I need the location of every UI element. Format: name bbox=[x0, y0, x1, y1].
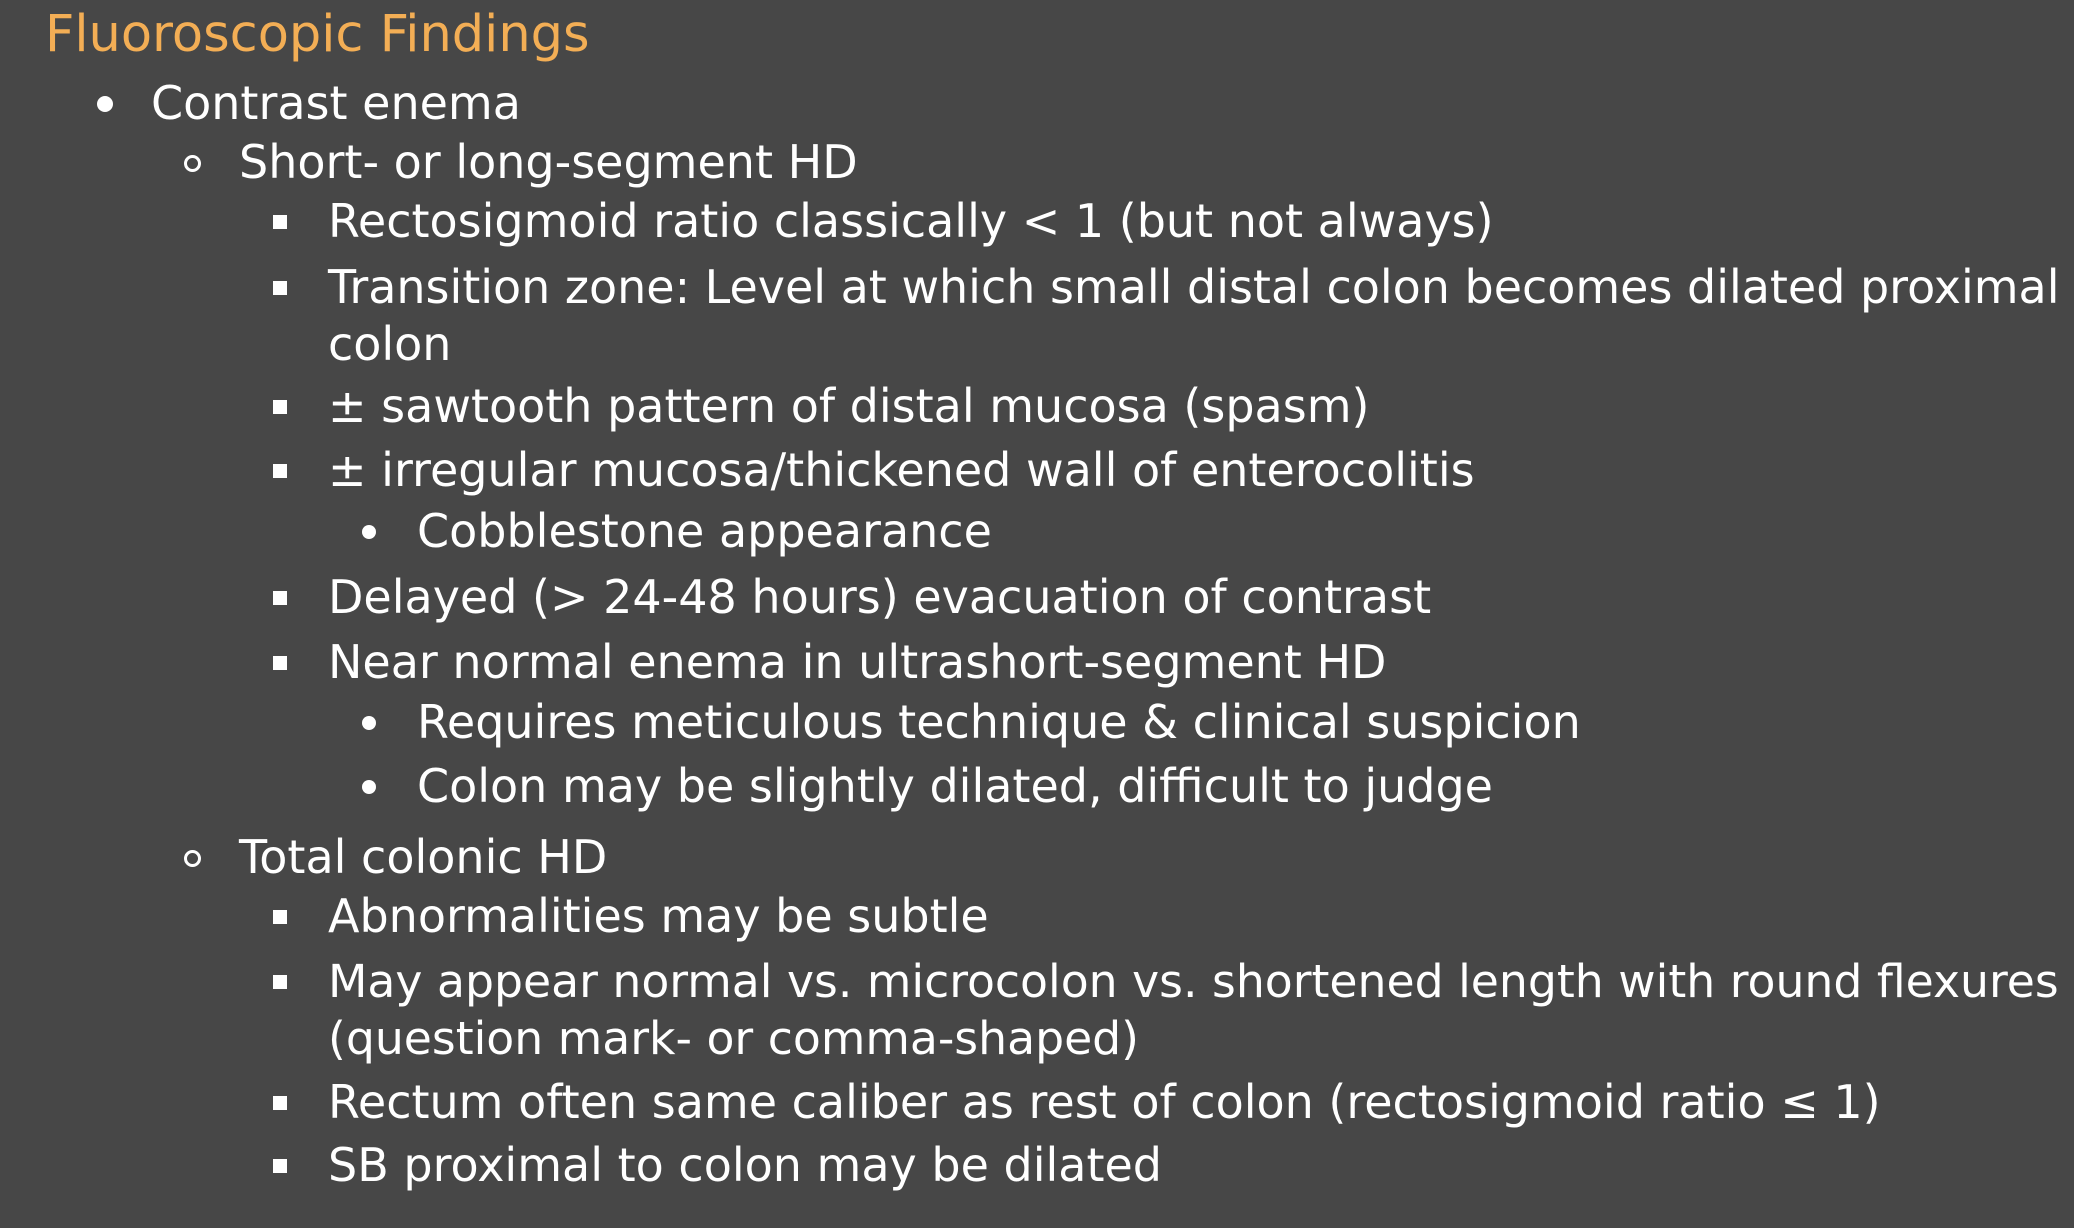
list-item-text-line: (question mark- or comma-shaped) bbox=[328, 1012, 1139, 1065]
square-bullet-icon bbox=[273, 400, 287, 414]
list-item-text-line: Transition zone: Level at which small di… bbox=[328, 260, 2060, 314]
list-item: May appear normal vs. microcolon vs. sho… bbox=[273, 953, 2059, 1067]
square-bullet-icon bbox=[273, 656, 287, 670]
list-item-text: Abnormalities may be subtle bbox=[328, 889, 989, 943]
square-bullet-icon bbox=[273, 1096, 287, 1110]
list-item-text: Rectosigmoid ratio classically < 1 (but … bbox=[328, 194, 1494, 248]
list-item: ± irregular mucosa/thickened wall of ent… bbox=[273, 442, 1475, 499]
square-bullet-icon bbox=[273, 281, 287, 295]
list-item: Requires meticulous technique & clinical… bbox=[362, 694, 1581, 751]
list-item-text: Total colonic HD bbox=[239, 830, 608, 884]
list-item: Rectum often same caliber as rest of col… bbox=[273, 1074, 1881, 1131]
slide-title: Fluoroscopic Findings bbox=[45, 5, 590, 64]
list-item: Short- or long-segment HD bbox=[184, 134, 858, 191]
list-item-text: Short- or long-segment HD bbox=[239, 135, 858, 189]
list-item: Near normal enema in ultrashort-segment … bbox=[273, 634, 1387, 691]
square-bullet-icon bbox=[273, 1159, 287, 1173]
filled-circle-bullet-icon bbox=[97, 96, 113, 112]
hollow-circle-bullet-icon bbox=[184, 850, 201, 867]
list-item-text: Cobblestone appearance bbox=[417, 504, 992, 558]
list-item-text: SB proximal to colon may be dilated bbox=[328, 1138, 1162, 1192]
filled-circle-bullet-icon bbox=[362, 716, 376, 730]
list-item: Colon may be slightly dilated, difficult… bbox=[362, 758, 1493, 815]
list-item: Cobblestone appearance bbox=[362, 503, 992, 560]
square-bullet-icon bbox=[273, 975, 287, 989]
hollow-circle-bullet-icon bbox=[184, 155, 201, 172]
square-bullet-icon bbox=[273, 464, 287, 478]
filled-circle-bullet-icon bbox=[362, 780, 376, 794]
list-item-text: ± sawtooth pattern of distal mucosa (spa… bbox=[328, 379, 1370, 433]
list-item-text: Rectum often same caliber as rest of col… bbox=[328, 1075, 1881, 1129]
list-item-text: ± irregular mucosa/thickened wall of ent… bbox=[328, 443, 1475, 497]
list-item-text-line: colon bbox=[328, 317, 452, 371]
list-item: Transition zone: Level at which small di… bbox=[273, 259, 2060, 373]
list-item: Contrast enema bbox=[97, 75, 521, 132]
list-item: Delayed (> 24-48 hours) evacuation of co… bbox=[273, 569, 1432, 626]
list-item-text: Contrast enema bbox=[151, 76, 521, 130]
filled-circle-bullet-icon bbox=[362, 525, 376, 539]
square-bullet-icon bbox=[273, 910, 287, 924]
list-item: ± sawtooth pattern of distal mucosa (spa… bbox=[273, 378, 1370, 435]
list-item-text: Colon may be slightly dilated, difficult… bbox=[417, 759, 1493, 813]
list-item: SB proximal to colon may be dilated bbox=[273, 1137, 1162, 1194]
list-item-text: Near normal enema in ultrashort-segment … bbox=[328, 635, 1387, 689]
list-item: Rectosigmoid ratio classically < 1 (but … bbox=[273, 193, 1494, 250]
square-bullet-icon bbox=[273, 215, 287, 229]
list-item: Abnormalities may be subtle bbox=[273, 888, 989, 945]
list-item-text-line: May appear normal vs. microcolon vs. sho… bbox=[328, 955, 2059, 1008]
square-bullet-icon bbox=[273, 591, 287, 605]
list-item-text: Requires meticulous technique & clinical… bbox=[417, 695, 1581, 749]
list-item: Total colonic HD bbox=[184, 829, 608, 886]
list-item-text: Delayed (> 24-48 hours) evacuation of co… bbox=[328, 570, 1432, 624]
